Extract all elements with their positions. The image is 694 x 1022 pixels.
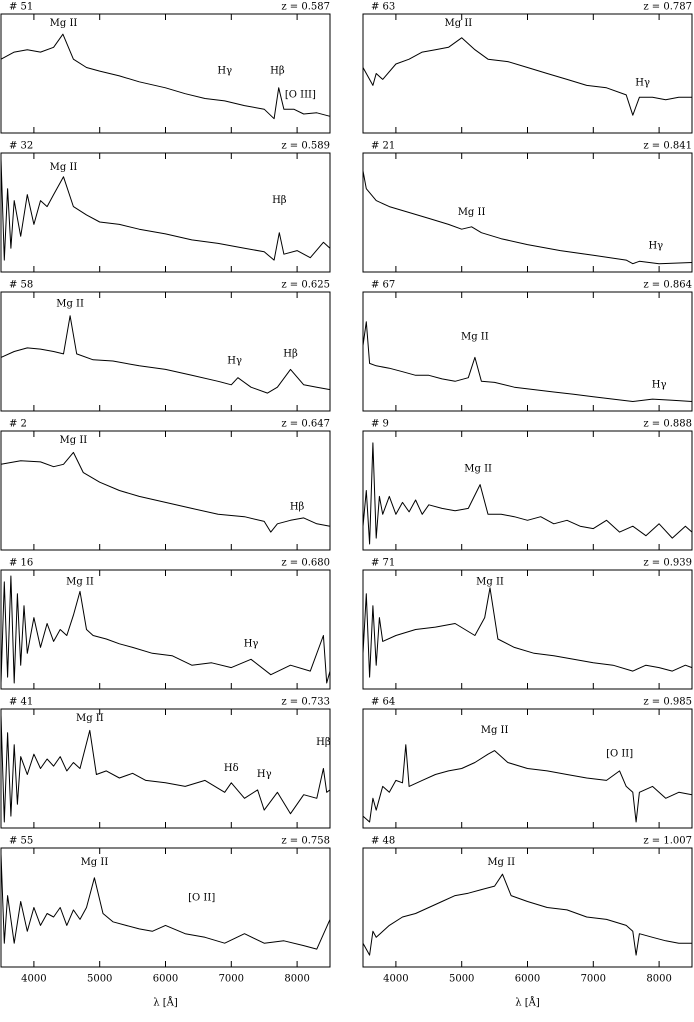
line-label: Hβ — [272, 195, 287, 206]
line-label: Hβ — [283, 348, 298, 359]
redshift: z = 0.589 — [281, 141, 330, 152]
spectrum — [362, 321, 693, 402]
line-label: Mg II — [487, 857, 515, 868]
panel-frame — [0, 569, 331, 690]
panel-frame — [362, 430, 693, 551]
x-tick-label: 4000 — [383, 974, 408, 985]
line-label: Hγ — [257, 769, 272, 780]
x-tick-label: 7000 — [219, 974, 244, 985]
spectrum — [0, 158, 331, 261]
line-label: Hγ — [648, 240, 663, 251]
panel-frame — [0, 291, 331, 412]
spectrum — [0, 315, 331, 394]
object-id: # 64 — [371, 697, 395, 708]
panel-frame — [0, 708, 331, 829]
line-label: Mg II — [464, 464, 492, 475]
redshift: z = 0.647 — [281, 419, 330, 430]
panel-frame — [0, 847, 331, 968]
x-tick-label: 8000 — [646, 974, 671, 985]
x-tick-label: 6000 — [153, 974, 178, 985]
spectrum — [362, 170, 693, 265]
object-id: # 41 — [9, 697, 33, 708]
line-label: Mg II — [56, 298, 84, 309]
object-id: # 67 — [371, 280, 395, 291]
spectrum — [362, 442, 693, 545]
redshift: z = 0.864 — [643, 280, 692, 291]
line-label: Hγ — [217, 66, 232, 77]
line-label: [O III] — [285, 89, 316, 100]
x-tick-label: 7000 — [581, 974, 606, 985]
line-label: Mg II — [76, 713, 104, 724]
object-id: # 9 — [371, 419, 389, 430]
spectrum — [362, 587, 693, 678]
panel-frame — [362, 569, 693, 690]
line-label: Hδ — [224, 763, 239, 774]
line-label: Mg II — [81, 857, 109, 868]
object-id: # 63 — [371, 2, 395, 13]
spectrum — [362, 873, 692, 956]
object-id: # 48 — [371, 836, 395, 847]
spectrum — [0, 33, 331, 120]
line-label: Hγ — [227, 356, 242, 367]
panel-frame — [0, 430, 331, 551]
spectrum — [362, 37, 692, 116]
line-label: Mg II — [50, 162, 78, 173]
redshift: z = 0.787 — [643, 2, 692, 13]
line-label: [O II] — [188, 892, 215, 903]
panel-frame — [362, 152, 693, 273]
redshift: z = 0.841 — [643, 141, 692, 152]
line-label: Mg II — [66, 576, 94, 587]
redshift: z = 0.758 — [281, 836, 330, 847]
object-id: # 58 — [9, 280, 33, 291]
x-tick-label: 4000 — [21, 974, 46, 985]
object-id: # 51 — [9, 2, 33, 13]
line-label: Hβ — [290, 502, 305, 513]
redshift: z = 0.680 — [281, 558, 330, 569]
panel-frame — [362, 847, 693, 968]
spectrum — [362, 744, 693, 823]
object-id: # 55 — [9, 836, 33, 847]
x-axis-label: λ [Å] — [515, 997, 540, 1009]
object-id: # 71 — [371, 558, 395, 569]
x-tick-label: 5000 — [449, 974, 474, 985]
line-label: Hγ — [244, 638, 259, 649]
spectrum — [0, 575, 331, 684]
line-label: [O II] — [606, 749, 633, 760]
redshift: z = 0.733 — [281, 697, 330, 708]
x-tick-label: 5000 — [87, 974, 112, 985]
redshift: z = 0.625 — [281, 280, 330, 291]
redshift: z = 0.939 — [643, 558, 692, 569]
line-label: Mg II — [481, 725, 509, 736]
object-id: # 16 — [9, 558, 33, 569]
redshift: z = 0.888 — [643, 419, 692, 430]
line-label: Mg II — [476, 576, 504, 587]
line-label: Mg II — [50, 18, 78, 29]
x-axis-label: λ [Å] — [153, 997, 178, 1009]
object-id: # 32 — [9, 141, 33, 152]
x-tick-label: 8000 — [284, 974, 309, 985]
object-id: # 2 — [9, 419, 27, 430]
line-label: Mg II — [458, 207, 486, 218]
line-label: Hβ — [270, 66, 285, 77]
redshift: z = 0.587 — [281, 2, 330, 13]
panel-frame — [362, 13, 693, 134]
redshift: z = 1.007 — [643, 836, 692, 847]
line-label: Hγ — [652, 379, 667, 390]
line-label: Mg II — [60, 435, 88, 446]
object-id: # 21 — [371, 141, 395, 152]
line-label: Hγ — [635, 78, 650, 89]
spectrum — [0, 714, 331, 823]
line-label: Mg II — [445, 18, 473, 29]
spectrum — [0, 451, 331, 533]
redshift: z = 0.985 — [643, 697, 692, 708]
line-label: Hβ — [316, 737, 331, 748]
x-tick-label: 6000 — [515, 974, 540, 985]
line-label: Mg II — [461, 332, 489, 343]
panel-frame — [362, 291, 693, 412]
spectrum — [0, 853, 331, 950]
